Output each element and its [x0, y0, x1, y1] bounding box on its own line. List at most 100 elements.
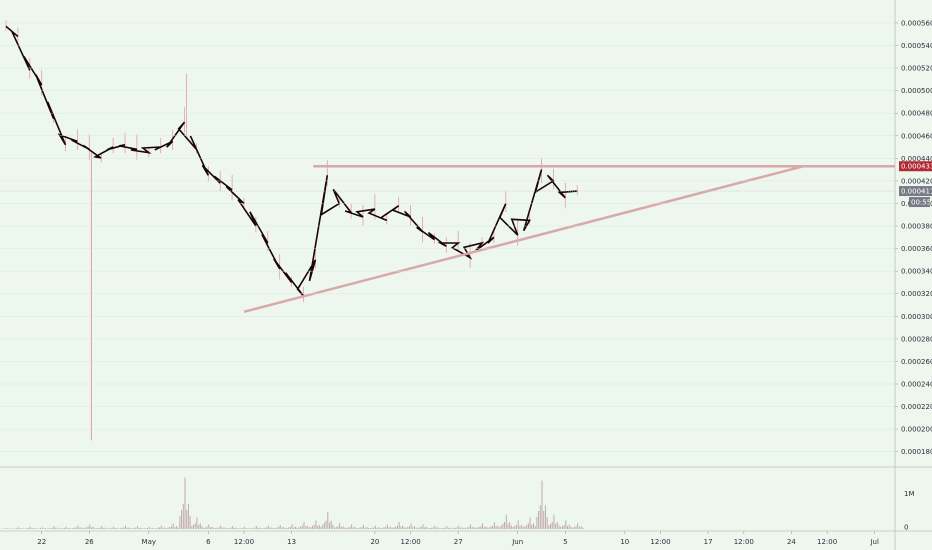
volume-bar [82, 528, 84, 529]
volume-bar [573, 526, 575, 529]
volume-bar [580, 526, 582, 529]
volume-bar [104, 527, 106, 529]
volume-bar [441, 528, 443, 529]
volume-bar [147, 527, 149, 529]
volume-bar [74, 527, 75, 529]
volume-bar [291, 524, 293, 529]
volume-bar [514, 525, 516, 529]
volume-bar [371, 527, 373, 529]
volume-bar [417, 527, 419, 529]
volume-bar [429, 528, 431, 529]
volume-bar [332, 524, 334, 529]
price-axis[interactable]: 0.000560 0.000540 0.000520 0.000500 0.000480… [0, 19, 932, 456]
volume-axis: 1M 0 [904, 490, 915, 531]
volume-bar [164, 527, 166, 529]
volume-bar [320, 526, 322, 529]
volume-bar [565, 520, 567, 529]
x-tick-label: 17 [704, 538, 713, 546]
volume-bar [388, 527, 390, 529]
x-tick-label: 20 [370, 538, 379, 546]
volume-bar [519, 525, 521, 529]
volume-bar [14, 528, 16, 529]
volume-bar [75, 527, 77, 529]
volume-bar [51, 527, 53, 529]
volume-bar [395, 526, 397, 529]
volume-bar [301, 525, 303, 529]
volume-bar [184, 477, 186, 529]
support-trendline[interactable] [243, 165, 804, 314]
volume-bar [359, 527, 361, 529]
volume-bar [296, 527, 298, 529]
volume-bar [187, 503, 189, 529]
volume-bar [342, 526, 344, 529]
volume-bar [269, 527, 271, 529]
volume-bar [65, 526, 67, 529]
volume-bar [442, 527, 444, 529]
volume-bar [45, 528, 47, 529]
volume-bar [58, 528, 60, 529]
volume-bar [381, 527, 383, 529]
y-tick-label: 0.000420 [901, 177, 932, 185]
volume-bar [233, 527, 235, 529]
volume-bar [227, 528, 228, 529]
volume-bar [422, 524, 424, 529]
volume-bar [546, 516, 548, 529]
time-axis[interactable]: 22 26 May 6 12:00 13 20 12:00 27 Jun 5 10 12:00 17 12:… [37, 531, 879, 546]
volume-bar [327, 511, 329, 529]
volume-bar [87, 526, 89, 529]
volume-bar [225, 528, 227, 529]
volume-bar [550, 523, 551, 529]
volume-bar [543, 511, 545, 529]
y-tick-label: 0.000380 [901, 223, 932, 231]
volume-bar [196, 517, 198, 529]
volume-bar [425, 526, 427, 529]
volume-bar [500, 525, 502, 529]
volume-bar [517, 520, 519, 529]
y-tick-label: 0.000480 [901, 110, 932, 118]
x-tick-label: 13 [287, 538, 296, 546]
volume-bar [490, 526, 492, 529]
volume-bar [179, 516, 181, 529]
volume-bar [349, 526, 351, 529]
volume-bar [24, 528, 26, 529]
volume-bar [267, 525, 269, 529]
volume-bar [119, 528, 121, 529]
volume-bar [40, 528, 41, 529]
volume-bar [380, 528, 381, 529]
volume-bar [521, 524, 523, 529]
volume-bar [446, 526, 448, 529]
volume-bar [453, 528, 455, 529]
volume-bar [575, 526, 577, 529]
x-tick-label: 5 [563, 538, 567, 546]
volume-bar [544, 505, 546, 529]
y-tick-label: 0.000520 [901, 65, 932, 73]
volume-bar [335, 526, 337, 529]
volume-bar [568, 524, 570, 529]
volume-bar [172, 523, 174, 529]
volume-bar [38, 528, 40, 529]
volume-bar [55, 527, 57, 529]
volume-bar [560, 526, 562, 529]
volume-bar [92, 526, 94, 529]
x-tick-label: 12:00 [650, 538, 670, 546]
volume-bar [485, 526, 487, 529]
volume-bar [295, 526, 296, 529]
volume-bar [230, 527, 232, 529]
volume-bar [206, 526, 208, 529]
volume-bar [181, 510, 183, 529]
volume-bar [427, 527, 429, 529]
volume-bar [318, 524, 320, 529]
volume-bar [26, 528, 28, 529]
volume-bar [79, 527, 81, 529]
volume-bar [473, 526, 475, 529]
y-tick-label: 0.000360 [901, 245, 932, 253]
volume-bar [363, 525, 364, 529]
volume-bar [162, 527, 164, 529]
volume-bar [286, 527, 288, 529]
volume-bar [159, 527, 160, 529]
volume-bar [495, 526, 497, 529]
volume-bar [538, 511, 540, 529]
volume-bar [454, 527, 456, 529]
volume-bar [300, 526, 302, 529]
